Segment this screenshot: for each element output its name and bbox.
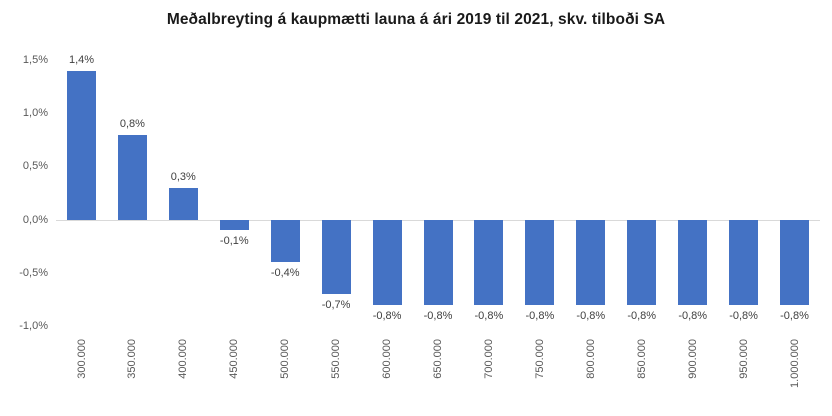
y-axis-tick-label: 1,0% [22, 107, 48, 120]
bar [474, 219, 504, 305]
y-axis-tick-label: 1,5% [22, 54, 48, 66]
bar [525, 219, 555, 305]
x-category-label: 950.000 [737, 339, 750, 379]
x-category-label: 450.000 [228, 339, 241, 379]
bar [270, 219, 300, 263]
x-category-label: 850.000 [635, 339, 648, 379]
bar-value-label: 1,4% [68, 53, 95, 66]
x-category-label: 300.000 [75, 339, 88, 379]
bar-value-label: -0,8% [423, 309, 453, 322]
x-category-label: 500.000 [279, 339, 292, 379]
bar [729, 219, 759, 305]
bar [780, 219, 809, 305]
bar-value-label: -0,8% [729, 309, 758, 322]
bar [219, 219, 249, 231]
bar-value-label: -0,8% [576, 309, 606, 322]
bar-value-label: -0,8% [372, 309, 402, 322]
x-category-label: 1.000.000 [788, 339, 801, 388]
x-category-label: 600.000 [381, 339, 394, 379]
bar-value-label: -0,8% [678, 309, 708, 322]
bar-value-label: -0,4% [270, 267, 300, 280]
bar [576, 219, 606, 305]
bar-value-label: -0,7% [321, 299, 351, 312]
x-category-label: 650.000 [432, 339, 444, 379]
bar [117, 134, 147, 220]
bar-value-label: -0,8% [780, 309, 809, 322]
y-axis-tick-label: 0,0% [22, 213, 48, 226]
x-category-label: 900.000 [686, 339, 699, 379]
x-category-label: 400.000 [177, 339, 190, 379]
plot-area: 1,4% 0,8% 0,3% -0,1% -0,4% -0,7% -0,8% -0,8% -0,… [56, 54, 820, 326]
x-category-label: 550.000 [330, 339, 343, 379]
bar [67, 70, 96, 220]
bar [678, 219, 708, 305]
x-category-label: 800.000 [584, 339, 597, 379]
x-category-label: 700.000 [482, 339, 495, 379]
bar-value-label: -0,8% [474, 309, 504, 322]
y-axis-tick-label: 0,5% [22, 160, 48, 173]
bar [168, 187, 198, 220]
chart-title: Meðalbreyting á kaupmætti launa á ári 20… [166, 11, 666, 28]
bar [372, 219, 402, 305]
bar-value-label: 0,3% [170, 170, 196, 183]
x-category-label: 350.000 [126, 339, 139, 379]
bar [321, 219, 351, 295]
y-axis-tick-label: -1,0% [19, 320, 48, 332]
bar-value-label: 0,8% [119, 117, 145, 130]
y-axis-tick-label: -0,5% [19, 266, 48, 279]
bar [627, 219, 657, 305]
bar-value-label: -0,8% [525, 309, 555, 322]
x-category-label: 750.000 [533, 339, 546, 379]
bar [423, 219, 453, 305]
bar-value-label: -0,8% [627, 309, 657, 322]
bar-value-label: -0,1% [219, 235, 249, 248]
